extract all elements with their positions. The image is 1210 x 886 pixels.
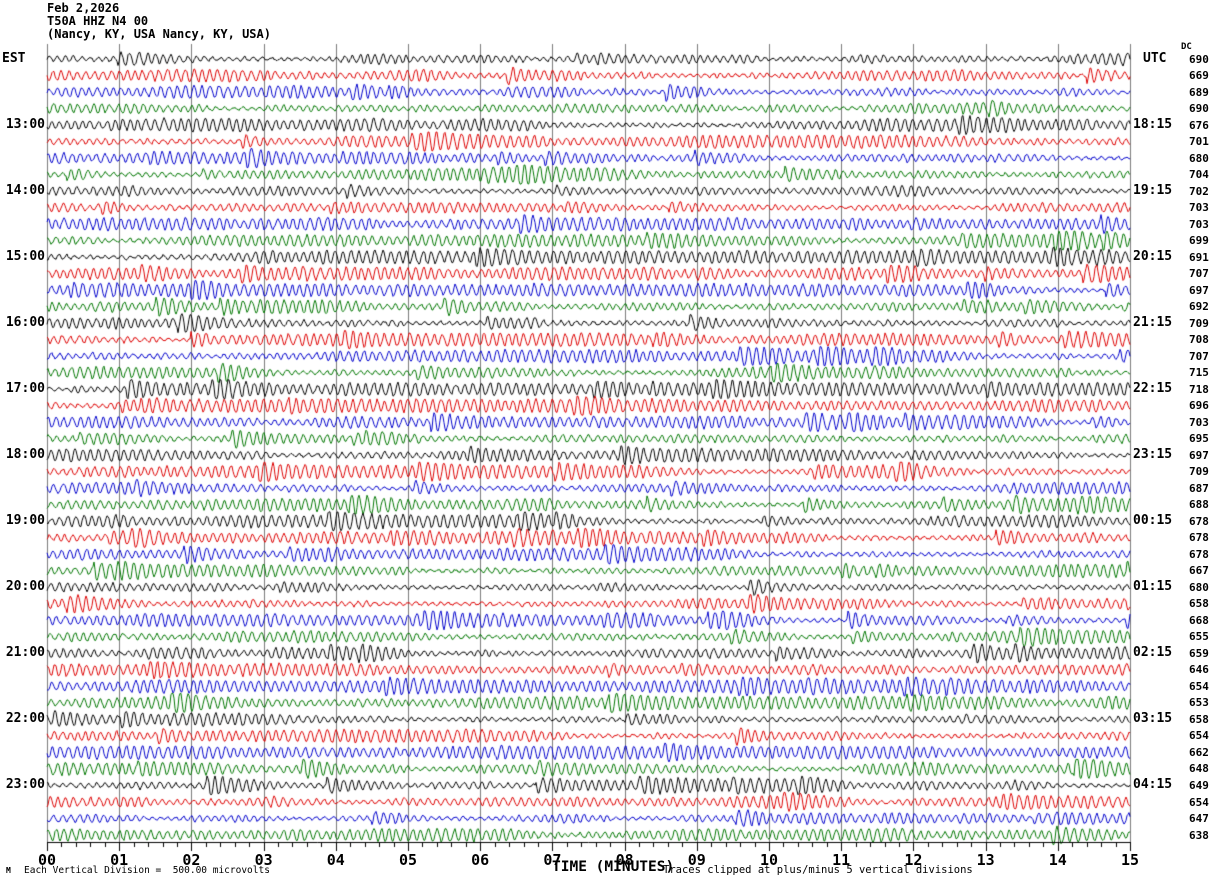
dc-offset-value: 701 bbox=[1189, 135, 1209, 149]
x-axis-tick-label: 02 bbox=[182, 851, 201, 869]
dc-offset-value: 680 bbox=[1189, 151, 1209, 165]
dc-offset-value: 687 bbox=[1189, 481, 1209, 495]
dc-offset-value: 703 bbox=[1189, 217, 1209, 231]
dc-offset-value: 692 bbox=[1189, 300, 1209, 314]
dc-column-label: DC bbox=[1181, 42, 1192, 52]
scale-note: Each Vertical Division = 500.00 microvol… bbox=[24, 865, 270, 876]
x-axis-tick-label: 11 bbox=[832, 851, 851, 869]
est-hour-label: 13:00 bbox=[5, 117, 45, 132]
utc-hour-label: 23:15 bbox=[1133, 447, 1173, 463]
est-hour-label: 14:00 bbox=[5, 183, 45, 199]
x-axis-tick-label: 01 bbox=[110, 851, 129, 869]
dc-offset-value: 654 bbox=[1189, 679, 1209, 693]
dc-offset-value: 718 bbox=[1189, 382, 1209, 396]
x-axis-tick-label: 09 bbox=[687, 851, 706, 869]
est-hour-label: 18:00 bbox=[5, 447, 45, 463]
utc-hour-label: 01:15 bbox=[1133, 579, 1173, 595]
est-hour-label: 19:00 bbox=[5, 513, 45, 529]
dc-offset-value: 678 bbox=[1189, 514, 1209, 528]
dc-offset-value: 638 bbox=[1189, 828, 1209, 842]
title-station-location: (Nancy, KY, USA Nancy, KY, USA) bbox=[47, 27, 271, 41]
utc-hour-label: 20:15 bbox=[1133, 249, 1173, 265]
utc-hour-label: 19:15 bbox=[1133, 183, 1173, 199]
dc-offset-value: 709 bbox=[1189, 316, 1209, 330]
x-axis-tick-label: 14 bbox=[1048, 851, 1067, 869]
est-hour-label: 23:00 bbox=[5, 777, 45, 793]
dc-offset-value: 704 bbox=[1189, 168, 1209, 182]
dc-offset-value: 667 bbox=[1189, 564, 1209, 578]
dc-offset-value: 654 bbox=[1189, 795, 1209, 809]
dc-offset-value: 649 bbox=[1189, 778, 1209, 792]
dc-offset-value: 659 bbox=[1189, 646, 1209, 660]
dc-offset-value: 691 bbox=[1189, 250, 1209, 264]
dc-offset-value: 696 bbox=[1189, 399, 1209, 413]
dc-offset-value: 690 bbox=[1189, 52, 1209, 66]
utc-hour-label: 00:15 bbox=[1133, 513, 1173, 529]
est-hour-label: 17:00 bbox=[5, 381, 45, 397]
corner-watermark-glyph: M bbox=[6, 866, 11, 875]
x-axis-tick-label: 08 bbox=[615, 851, 634, 869]
x-axis-tick-label: 15 bbox=[1120, 851, 1140, 869]
dc-offset-value: 689 bbox=[1189, 85, 1209, 99]
dc-offset-value: 697 bbox=[1189, 283, 1209, 297]
est-hour-label: 20:00 bbox=[5, 579, 45, 595]
est-hour-label: 16:00 bbox=[5, 315, 45, 331]
dc-offset-value: 708 bbox=[1189, 333, 1209, 347]
dc-offset-value: 715 bbox=[1189, 366, 1209, 380]
utc-hour-label: 21:15 bbox=[1133, 315, 1173, 331]
utc-hour-label: 18:15 bbox=[1133, 117, 1173, 132]
dc-offset-value: 707 bbox=[1189, 267, 1209, 281]
x-axis-tick-label: 10 bbox=[759, 851, 779, 869]
utc-hour-label: 04:15 bbox=[1133, 777, 1173, 793]
dc-offset-value: 653 bbox=[1189, 696, 1209, 710]
dc-offset-value: 702 bbox=[1189, 184, 1209, 198]
dc-offset-value: 669 bbox=[1189, 69, 1209, 82]
clip-note: Traces clipped at plus/minus 5 vertical … bbox=[663, 864, 973, 876]
dc-offset-value: 699 bbox=[1189, 234, 1209, 248]
x-axis-tick-label: 06 bbox=[471, 851, 490, 869]
dc-offset-value: 709 bbox=[1189, 465, 1209, 479]
dc-offset-value: 662 bbox=[1189, 745, 1209, 759]
left-axis-label-est: EST bbox=[2, 51, 26, 66]
dc-offset-value: 678 bbox=[1189, 547, 1209, 561]
dc-offset-value: 658 bbox=[1189, 597, 1209, 611]
dc-offset-value: 703 bbox=[1189, 201, 1209, 215]
title-station-code: T50A HHZ N4 00 bbox=[47, 14, 149, 28]
x-axis-tick-label: 05 bbox=[398, 851, 418, 869]
dc-offset-value: 695 bbox=[1189, 432, 1209, 446]
x-axis-title: TIME (MINUTES) bbox=[552, 859, 675, 875]
x-axis-tick-label: 04 bbox=[326, 851, 345, 869]
dc-offset-value: 707 bbox=[1189, 349, 1209, 363]
utc-hour-label: 22:15 bbox=[1133, 381, 1173, 397]
x-axis-tick-label: 13 bbox=[976, 851, 995, 869]
dc-offset-value: 646 bbox=[1189, 663, 1209, 677]
x-axis-tick-label: 07 bbox=[543, 851, 562, 869]
dc-offset-value: 703 bbox=[1189, 415, 1209, 429]
utc-hour-label: 03:15 bbox=[1133, 711, 1173, 727]
right-axis-label-utc: UTC bbox=[1143, 51, 1167, 66]
est-hour-label: 15:00 bbox=[5, 249, 45, 265]
est-hour-label: 22:00 bbox=[5, 711, 45, 727]
dc-offset-value: 647 bbox=[1189, 812, 1209, 825]
dc-offset-value: 668 bbox=[1189, 613, 1209, 627]
dc-offset-value: 658 bbox=[1189, 712, 1209, 726]
dc-offset-value: 678 bbox=[1189, 531, 1209, 545]
dc-offset-value: 655 bbox=[1189, 630, 1209, 644]
x-axis-tick-label: 00 bbox=[37, 851, 57, 869]
dc-offset-value: 676 bbox=[1189, 118, 1209, 132]
dc-offset-value: 697 bbox=[1189, 448, 1209, 462]
dc-offset-value: 654 bbox=[1189, 729, 1209, 743]
dc-offset-value: 688 bbox=[1189, 498, 1209, 512]
dc-offset-value: 648 bbox=[1189, 762, 1209, 776]
utc-hour-label: 02:15 bbox=[1133, 645, 1173, 661]
dc-offset-value: 680 bbox=[1189, 580, 1209, 594]
dc-offset-value: 690 bbox=[1189, 102, 1209, 115]
x-axis-tick-label: 03 bbox=[254, 851, 273, 869]
est-hour-label: 21:00 bbox=[5, 645, 45, 661]
title-date: Feb 2,2026 bbox=[47, 1, 120, 15]
x-axis-tick-label: 12 bbox=[904, 851, 923, 869]
